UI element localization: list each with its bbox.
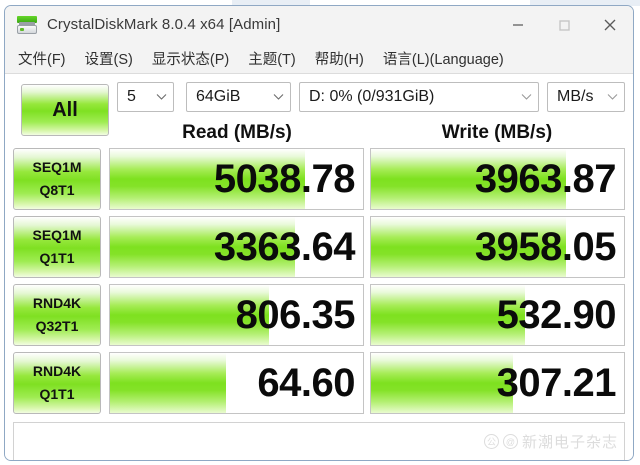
- column-header-read: Read (MB/s): [182, 122, 292, 143]
- maximize-button[interactable]: [541, 6, 587, 43]
- read-bar-fill: [110, 353, 227, 413]
- desktop-backdrop: [0, 0, 640, 8]
- minimize-icon: [513, 23, 523, 26]
- read-bar-rnd4k-q1t1: 64.60: [109, 352, 364, 414]
- test-name: RND4K: [32, 294, 82, 311]
- test-button-seq1m-q1t1[interactable]: SEQ1M Q1T1: [13, 216, 101, 278]
- menu-item-profile[interactable]: 显示状态(P): [151, 51, 230, 68]
- column-header-write: Write (MB/s): [441, 122, 553, 143]
- read-value-seq1m-q8t1: 5038.78: [213, 157, 356, 201]
- test-name: SEQ1M: [32, 158, 82, 175]
- test-name: SEQ1M: [32, 226, 82, 243]
- read-value-seq1m-q1t1: 3363.64: [213, 225, 356, 269]
- write-bar-seq1m-q8t1: 3963.87: [370, 148, 625, 210]
- minimize-button[interactable]: [495, 6, 541, 43]
- app-window: CrystalDiskMark 8.0.4 x64 [Admin]: [4, 5, 634, 461]
- write-bar-fill: [371, 149, 566, 209]
- write-value-rnd4k-q1t1: 307.21: [496, 361, 617, 405]
- drive-select[interactable]: D: 0% (0/931GiB): [299, 82, 539, 112]
- close-icon: [604, 19, 616, 30]
- all-button-label: All: [52, 98, 78, 121]
- read-bar-seq1m-q8t1: 5038.78: [109, 148, 364, 210]
- drive-value: D: 0% (0/931GiB): [309, 88, 435, 105]
- test-queue: Q1T1: [39, 250, 75, 266]
- chevron-down-icon: [521, 94, 532, 100]
- unit-select[interactable]: MB/s: [547, 82, 625, 112]
- disk-drive-icon: [16, 14, 38, 36]
- write-bar-fill: [371, 285, 526, 345]
- all-button[interactable]: All: [21, 84, 109, 136]
- maximize-icon: [559, 19, 570, 31]
- read-bar-seq1m-q1t1: 3363.64: [109, 216, 364, 278]
- table-row: SEQ1M Q1T1 3363.64 3958.05: [13, 216, 625, 278]
- write-bar-fill: [371, 353, 513, 413]
- test-button-rnd4k-q1t1[interactable]: RND4K Q1T1: [13, 352, 101, 414]
- column-headers: Read (MB/s) Write (MB/s): [13, 118, 625, 148]
- test-button-rnd4k-q32t1[interactable]: RND4K Q32T1: [13, 284, 101, 346]
- table-row: RND4K Q32T1 806.35 532.90: [13, 284, 625, 346]
- read-value-rnd4k-q1t1: 64.60: [257, 361, 355, 405]
- read-value-rnd4k-q32t1: 806.35: [235, 293, 356, 337]
- write-bar-rnd4k-q1t1: 307.21: [370, 352, 625, 414]
- table-row: SEQ1M Q8T1 5038.78 3963.87: [13, 148, 625, 210]
- chevron-down-icon: [273, 94, 284, 100]
- write-bar-rnd4k-q32t1: 532.90: [370, 284, 625, 346]
- menu-item-settings[interactable]: 设置(S): [84, 51, 133, 68]
- read-bar-fill: [110, 149, 305, 209]
- test-queue: Q8T1: [39, 182, 75, 198]
- menu-item-language[interactable]: 语言(L)(Language): [382, 51, 504, 68]
- write-value-seq1m-q8t1: 3963.87: [474, 157, 617, 201]
- title-bar: CrystalDiskMark 8.0.4 x64 [Admin]: [5, 6, 633, 43]
- chevron-down-icon: [156, 94, 167, 100]
- test-size-value: 64GiB: [196, 88, 241, 105]
- menu-item-theme[interactable]: 主题(T): [248, 51, 296, 68]
- results-table: SEQ1M Q8T1 5038.78 3963.87 SEQ1M: [13, 148, 625, 420]
- test-queue: Q32T1: [35, 318, 79, 334]
- test-count-select[interactable]: 5: [117, 82, 174, 112]
- unit-value: MB/s: [557, 88, 594, 105]
- all-button-column: All: [21, 84, 109, 136]
- write-bar-seq1m-q1t1: 3958.05: [370, 216, 625, 278]
- test-size-select[interactable]: 64GiB: [186, 82, 291, 112]
- test-button-seq1m-q8t1[interactable]: SEQ1M Q8T1: [13, 148, 101, 210]
- menu-bar: 文件(F) 设置(S) 显示状态(P) 主题(T) 帮助(H) 语言(L)(La…: [5, 43, 633, 74]
- menu-item-help[interactable]: 帮助(H): [314, 51, 364, 68]
- backdrop-strip: [530, 0, 640, 6]
- comment-input[interactable]: [13, 422, 625, 460]
- table-row: RND4K Q1T1 64.60 307.21: [13, 352, 625, 414]
- main-content: 5 64GiB D: 0% (0/931GiB): [5, 74, 633, 460]
- chevron-down-icon: [607, 94, 618, 100]
- read-bar-fill: [110, 285, 270, 345]
- write-bar-fill: [371, 217, 566, 277]
- test-name: RND4K: [32, 362, 82, 379]
- backdrop-strip: [232, 0, 310, 6]
- window-title: CrystalDiskMark 8.0.4 x64 [Admin]: [47, 16, 281, 33]
- close-button[interactable]: [587, 6, 633, 43]
- read-bar-rnd4k-q32t1: 806.35: [109, 284, 364, 346]
- window-controls: [495, 6, 633, 43]
- read-bar-fill: [110, 217, 295, 277]
- toolbar: 5 64GiB D: 0% (0/931GiB): [13, 82, 625, 116]
- menu-item-file[interactable]: 文件(F): [18, 51, 66, 68]
- write-value-rnd4k-q32t1: 532.90: [496, 293, 617, 337]
- test-count-value: 5: [127, 88, 136, 105]
- write-value-seq1m-q1t1: 3958.05: [474, 225, 617, 269]
- test-queue: Q1T1: [39, 386, 75, 402]
